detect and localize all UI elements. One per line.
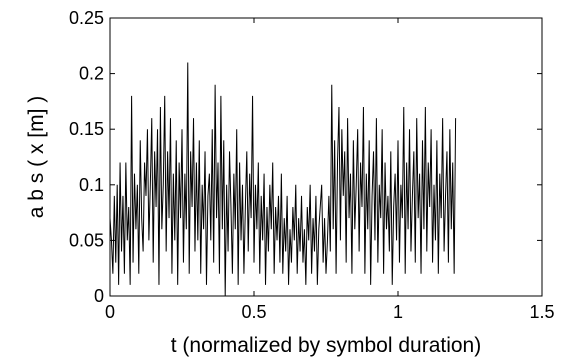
x-tick-labels: 0 0.5 1 1.5: [105, 302, 555, 322]
x-tick-label: 0.5: [241, 302, 266, 322]
y-axis-label: a b s ( x [m] ): [25, 96, 48, 219]
series-line: [109, 62, 457, 297]
axis-ticks: [109, 17, 543, 297]
y-tick-label: 0: [94, 286, 104, 306]
y-tick-label: 0.05: [69, 230, 104, 250]
x-tick-label: 1: [393, 302, 403, 322]
y-tick-labels: 0 0.05 0.1 0.15 0.2 0.25: [69, 8, 104, 306]
y-tick-label: 0.2: [79, 64, 104, 84]
x-axis-label: t (normalized by symbol duration): [171, 334, 481, 357]
y-tick-label: 0.1: [79, 175, 104, 195]
y-tick-label: 0.15: [69, 119, 104, 139]
x-tick-label: 1.5: [529, 302, 554, 322]
y-tick-label: 0.25: [69, 8, 104, 28]
plot-area-frame: [109, 17, 543, 297]
x-tick-label: 0: [105, 302, 115, 322]
